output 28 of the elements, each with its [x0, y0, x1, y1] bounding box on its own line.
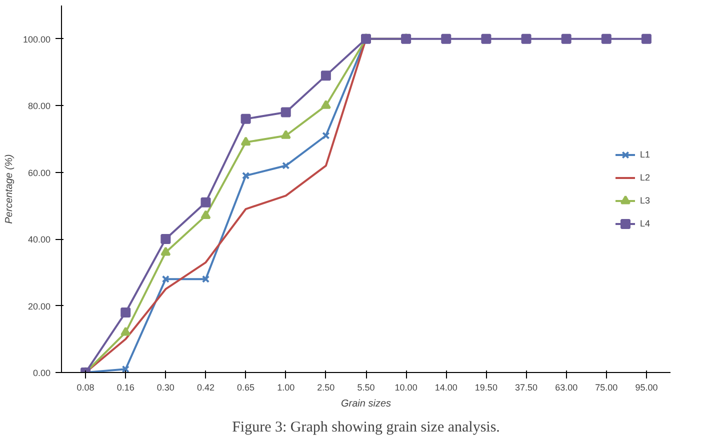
y-tick-label: 20.00: [28, 301, 51, 312]
x-tick-label: 0.08: [76, 382, 94, 392]
x-tick-label: 95.00: [635, 382, 658, 392]
legend-label: L3: [640, 195, 652, 205]
x-tick-label: 5.50: [357, 382, 375, 392]
x-tick-label: 63.00: [555, 382, 578, 392]
legend-label: L1: [640, 149, 652, 159]
x-tick-label: 2.50: [317, 382, 335, 392]
y-tick-label: 60.00: [28, 168, 51, 178]
x-tick-label: 37.50: [515, 382, 538, 392]
x-tick-label: 0.42: [196, 382, 215, 392]
x-tick-label: 10.00: [394, 382, 418, 392]
y-tick-label: 100.00: [22, 34, 51, 44]
caption: Figure 3: Graph showing grain size analysis.: [232, 420, 500, 436]
y-tick-label: 80.00: [28, 101, 51, 112]
x-tick-label: 14.00: [434, 382, 458, 392]
y-tick-label: 40.00: [28, 234, 51, 245]
legend-label: L2: [640, 172, 652, 182]
x-tick-label: 1.00: [277, 382, 295, 392]
y-tick-label: 0.00: [32, 368, 51, 378]
x-tick-label: 0.65: [237, 382, 255, 392]
y-axis-title: Percentage (%): [4, 154, 15, 224]
x-tick-label: 0.16: [116, 382, 134, 392]
x-tick-label: 75.00: [595, 382, 618, 392]
legend-label: L4: [640, 218, 652, 228]
x-tick-label: 19.50: [474, 382, 498, 392]
x-axis-title: Grain sizes: [340, 398, 392, 410]
x-tick-label: 0.30: [156, 382, 174, 392]
